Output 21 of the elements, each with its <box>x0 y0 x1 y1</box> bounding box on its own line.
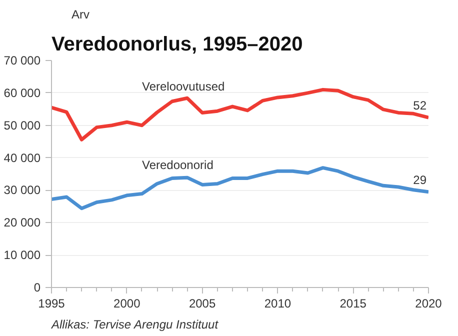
y-tick-label: 60 000 <box>4 86 41 100</box>
series-label: Vereloovutused <box>142 79 225 94</box>
y-tick-label: 40 000 <box>4 150 41 165</box>
y-tick-label: 30 000 <box>4 183 41 198</box>
y-tick-label: 20 000 <box>4 216 41 230</box>
x-tick-label: 2010 <box>264 296 292 310</box>
y-tick-label: 0 <box>34 280 41 294</box>
y-tick-label: 70 000 <box>4 54 41 68</box>
x-tick-label: 2015 <box>340 296 367 310</box>
annotation: 29 <box>413 172 427 187</box>
x-tick-label: 2000 <box>114 296 141 310</box>
y-axis-title: Arv <box>72 8 90 22</box>
annotation: 52 <box>413 98 427 113</box>
y-tick-label: 50 000 <box>4 118 41 132</box>
chart-title: Veredoonorlus, 1995–2020 <box>52 34 303 56</box>
y-tick-label: 10 000 <box>4 248 41 262</box>
x-tick-label: 1995 <box>38 296 66 310</box>
series-label: Veredoonorid <box>142 158 214 172</box>
x-tick-label: 2005 <box>188 296 216 310</box>
text: Allikas: Tervise Arengu Instituut <box>50 318 219 332</box>
x-tick-label: 2020 <box>415 296 442 310</box>
